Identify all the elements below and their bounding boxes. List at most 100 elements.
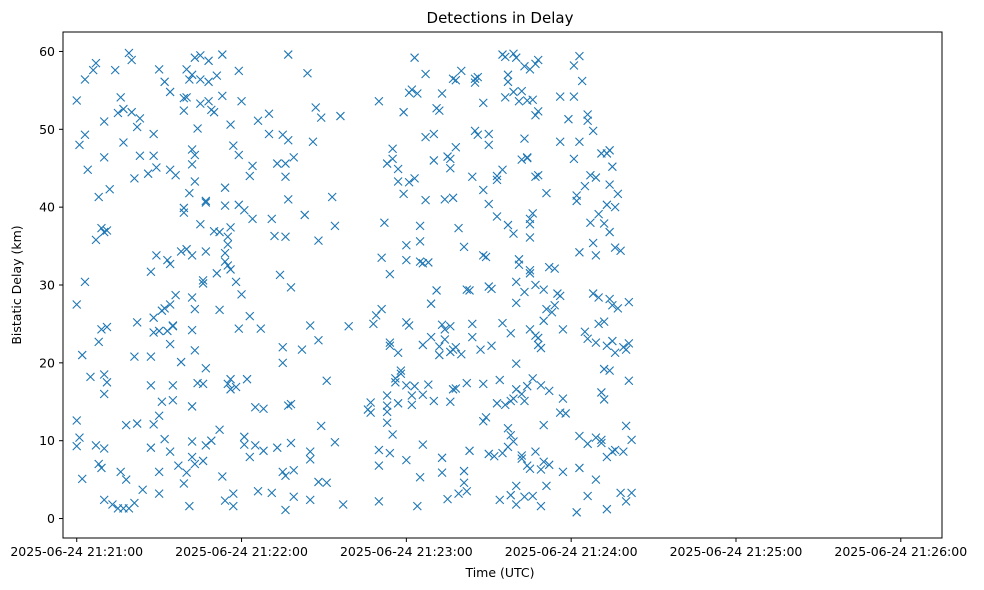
data-point: [459, 466, 469, 476]
data-point: [264, 109, 274, 119]
data-point: [473, 130, 483, 140]
data-point: [503, 220, 513, 230]
data-point: [511, 298, 521, 308]
data-point: [168, 395, 178, 405]
data-point: [572, 507, 582, 517]
data-point: [531, 59, 540, 69]
data-point: [484, 449, 494, 459]
data-point: [580, 327, 590, 337]
data-point: [72, 441, 82, 451]
data-point: [72, 96, 82, 105]
data-point: [168, 381, 178, 390]
data-point: [97, 223, 106, 233]
y-tick-label: 0: [47, 511, 55, 526]
data-point: [176, 247, 186, 256]
data-point: [336, 111, 345, 121]
data-point: [517, 451, 527, 460]
data-point: [86, 372, 95, 382]
data-point: [520, 396, 529, 406]
data-point: [470, 78, 480, 87]
data-point: [369, 319, 378, 329]
data-point: [382, 418, 392, 428]
data-point: [316, 421, 326, 431]
data-point: [437, 320, 447, 330]
data-point: [198, 456, 208, 466]
data-point: [621, 421, 631, 431]
data-point: [108, 500, 117, 509]
data-point: [75, 140, 84, 150]
data-point: [162, 255, 172, 265]
data-point: [605, 294, 615, 304]
data-point: [525, 233, 535, 242]
data-point: [316, 113, 326, 123]
data-point: [179, 106, 189, 116]
data-point: [511, 277, 521, 287]
data-point: [525, 464, 535, 474]
data-point: [588, 238, 598, 248]
data-point: [418, 340, 428, 350]
data-point: [401, 240, 411, 250]
data-point: [572, 196, 582, 206]
data-point: [226, 374, 235, 384]
data-point: [437, 89, 447, 98]
data-point: [456, 66, 466, 76]
data-point: [99, 370, 109, 379]
data-point: [396, 366, 406, 376]
data-point: [226, 265, 235, 274]
data-point: [454, 489, 463, 499]
data-point: [173, 461, 183, 470]
data-point: [434, 106, 444, 116]
data-point: [278, 358, 288, 368]
data-point: [198, 279, 208, 288]
data-point: [616, 488, 626, 498]
data-point: [517, 389, 527, 399]
data-point: [209, 107, 219, 117]
data-point: [511, 481, 521, 491]
data-point: [528, 95, 538, 105]
data-point: [97, 324, 106, 334]
data-point: [113, 108, 123, 118]
data-point: [228, 501, 238, 511]
data-point: [607, 336, 617, 346]
data-point: [289, 152, 299, 162]
data-point: [190, 304, 200, 314]
data-point: [160, 77, 170, 87]
data-point: [270, 231, 279, 241]
data-point: [492, 398, 502, 408]
data-point: [451, 75, 461, 85]
data-point: [503, 70, 513, 80]
data-point: [429, 129, 439, 139]
data-point: [187, 251, 197, 260]
data-point: [179, 479, 189, 488]
data-point: [146, 267, 156, 277]
data-point: [195, 50, 205, 60]
data-point: [259, 446, 268, 456]
data-point: [135, 114, 145, 123]
data-point: [429, 396, 439, 406]
data-point: [399, 189, 409, 199]
data-point: [542, 481, 551, 491]
data-point: [195, 99, 205, 109]
data-point: [607, 162, 617, 172]
data-point: [583, 491, 593, 501]
data-point: [484, 129, 494, 139]
data-point: [250, 402, 260, 412]
data-point: [110, 65, 120, 75]
data-point: [605, 145, 615, 155]
data-point: [152, 163, 161, 172]
data-point: [314, 236, 323, 246]
data-point: [621, 497, 631, 506]
data-point: [588, 126, 598, 136]
y-tick-label: 20: [39, 355, 55, 370]
data-point: [410, 381, 419, 391]
data-point: [165, 259, 175, 269]
data-point: [275, 270, 285, 280]
data-point: [206, 436, 216, 446]
data-point: [116, 467, 126, 477]
data-points: [72, 48, 636, 517]
data-point: [88, 65, 98, 75]
y-tick-label: 30: [39, 278, 55, 293]
data-point: [97, 463, 106, 473]
data-point: [432, 286, 441, 295]
